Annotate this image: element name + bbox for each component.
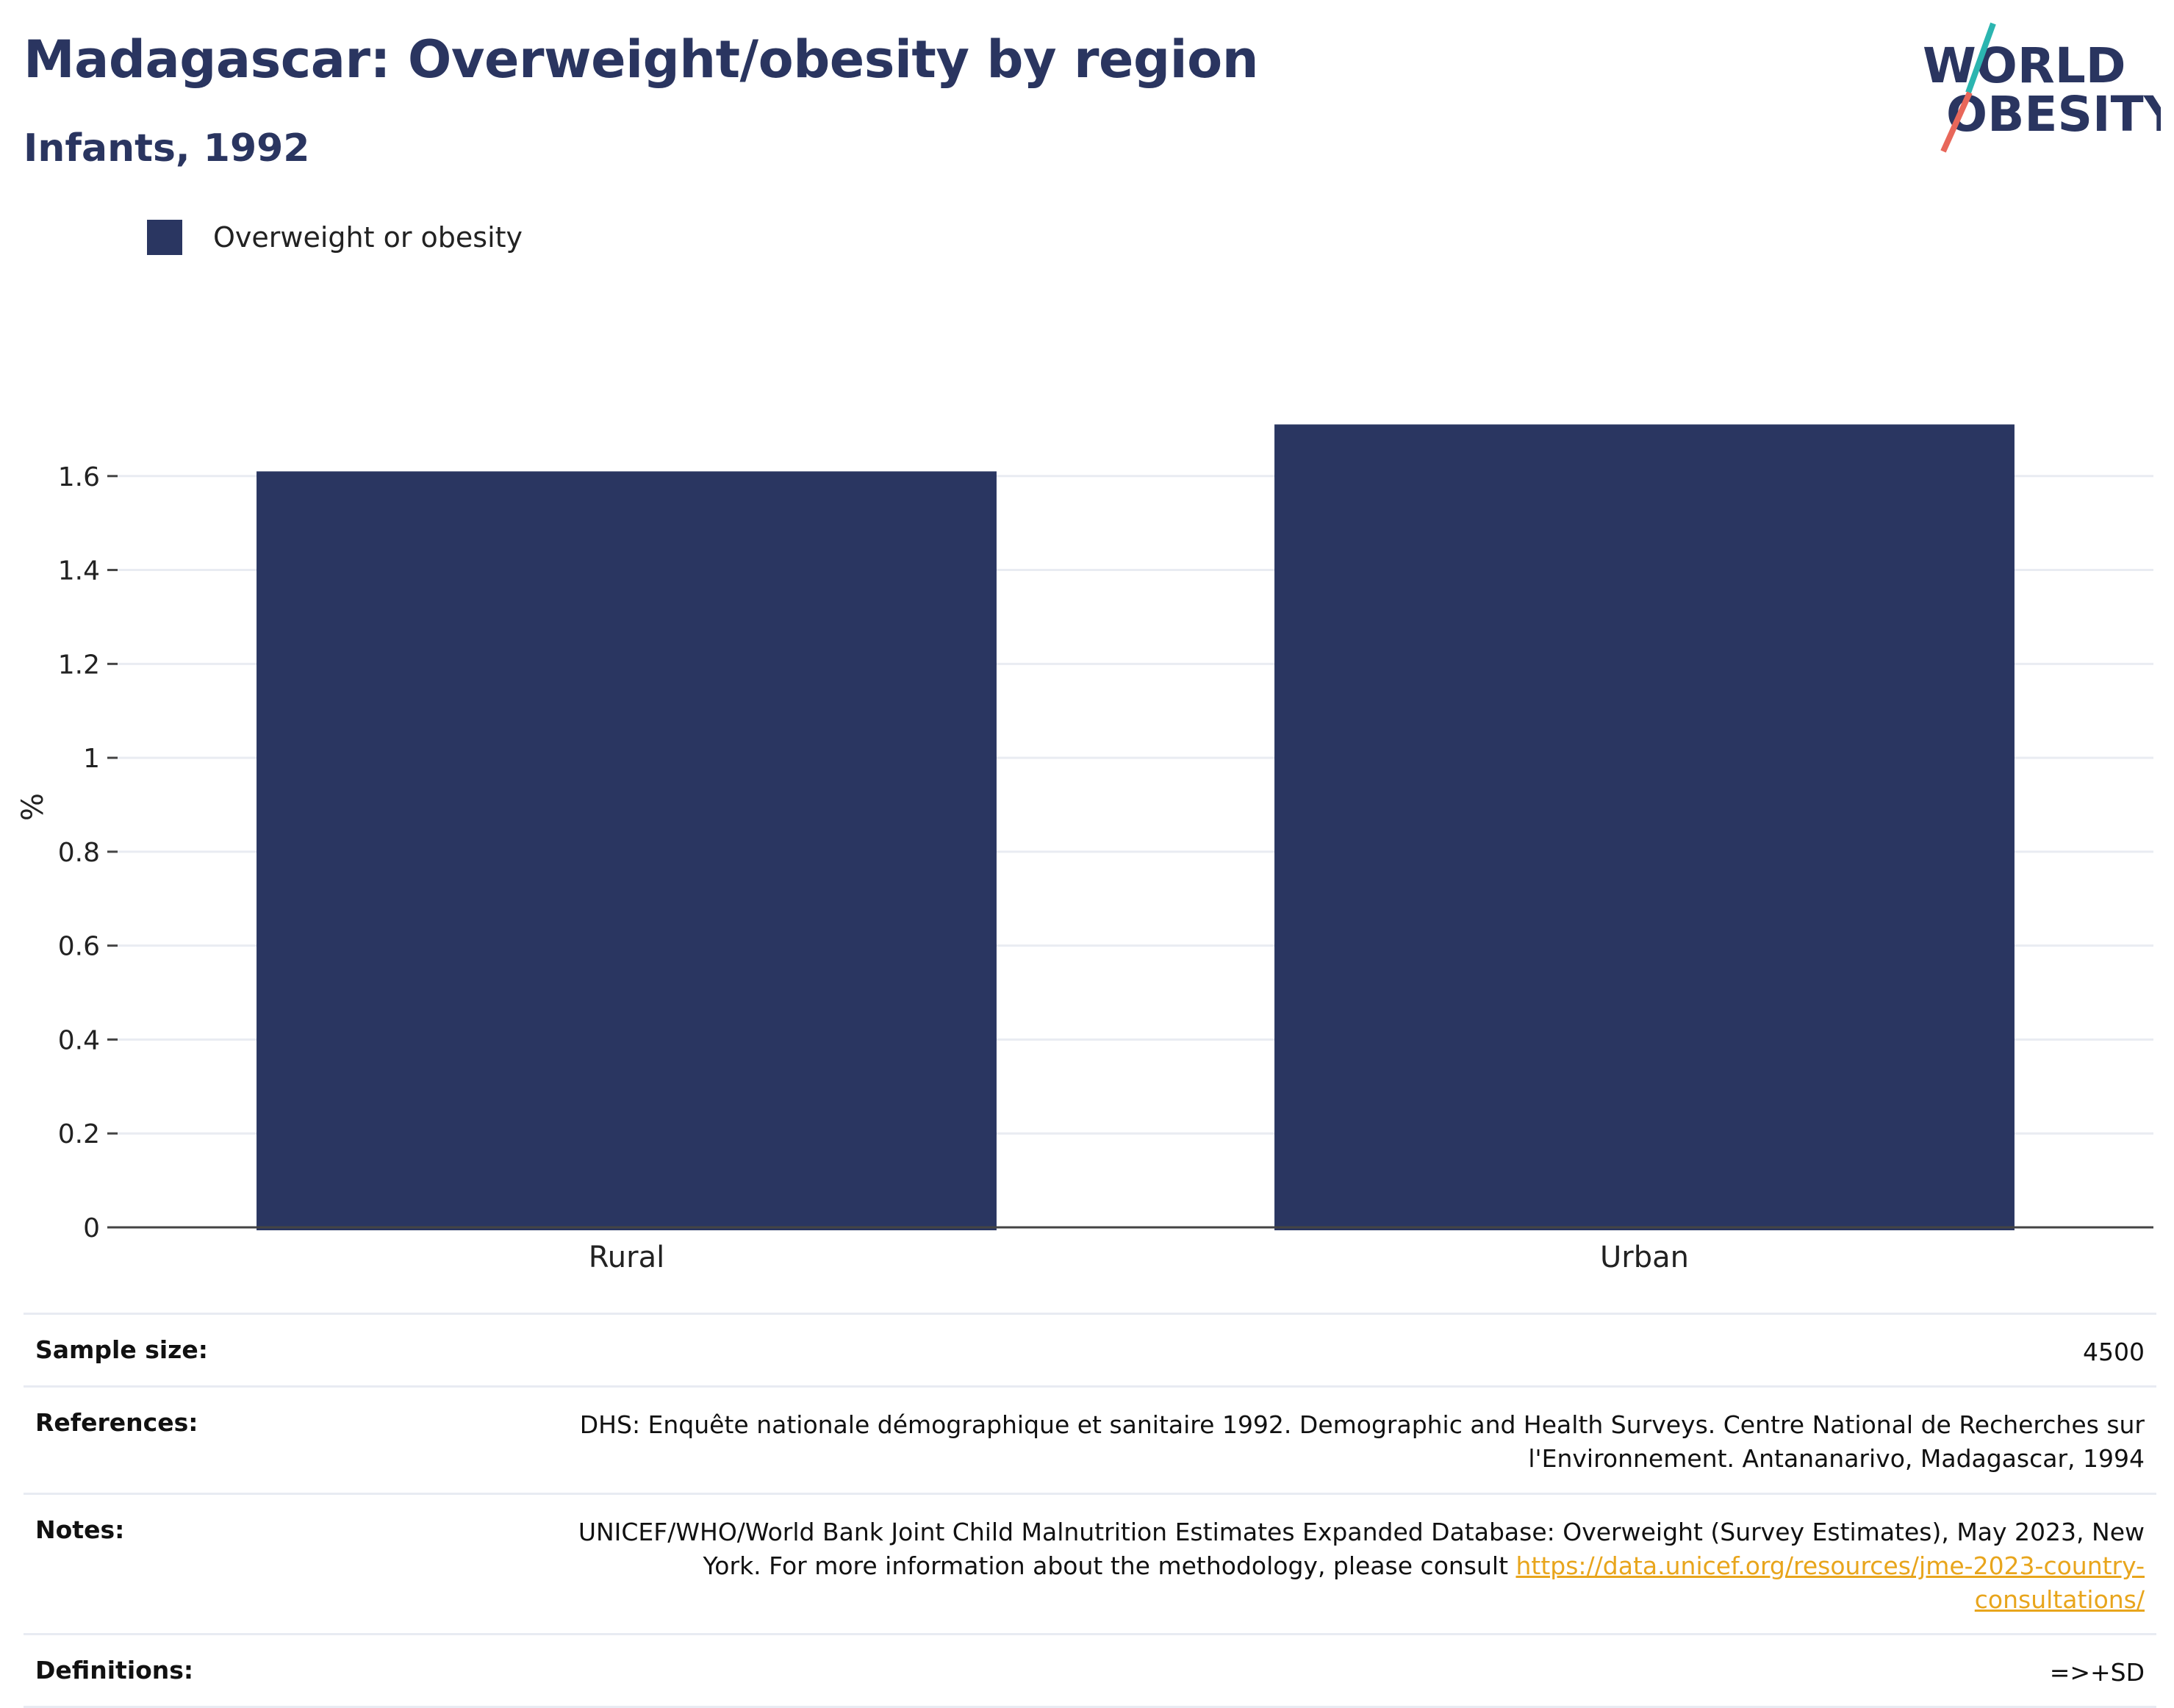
references-line1: DHS: Enquête nationale démographique et … bbox=[579, 1410, 2145, 1440]
notes-line2: York. For more information about the met… bbox=[703, 1551, 1516, 1580]
y-tick-label: 1.6 bbox=[58, 462, 100, 492]
legend-label: Overweight or obesity bbox=[213, 221, 523, 254]
bar-chart: 0 0.2 0.4 0.6 0.8 1 1.2 1.4 1.6 Rural Urban % bbox=[16, 424, 2153, 1274]
y-tick-label: 1.2 bbox=[58, 650, 100, 680]
sample-size-label: Sample size: bbox=[35, 1335, 208, 1364]
y-tick-label: 0.8 bbox=[58, 838, 100, 868]
bars bbox=[256, 424, 2015, 1231]
x-tick-label: Rural bbox=[589, 1241, 664, 1274]
y-tick-label: 0.2 bbox=[58, 1119, 100, 1149]
references-value: DHS: Enquête nationale démographique et … bbox=[580, 1408, 2145, 1476]
x-axis-ticks: Rural Urban bbox=[589, 1241, 1689, 1274]
sample-size-value: 4500 bbox=[2083, 1338, 2145, 1366]
chart-subtitle: Infants, 1992 bbox=[24, 126, 310, 171]
bar-rural[interactable] bbox=[256, 471, 997, 1230]
y-tick-label: 0.4 bbox=[58, 1025, 100, 1055]
definitions-label: Definitions: bbox=[35, 1656, 194, 1685]
logo-slash-coral bbox=[1940, 91, 1973, 153]
notes-row: Notes: UNICEF/WHO/World Bank Joint Child… bbox=[24, 1492, 2156, 1634]
y-tick-label: 1 bbox=[83, 744, 100, 774]
y-axis-label: % bbox=[16, 793, 50, 821]
references-line2: l'Environnement. Antananarivo, Madagasca… bbox=[1528, 1444, 2145, 1474]
notes-label: Notes: bbox=[35, 1515, 125, 1544]
y-tick-label: 1.4 bbox=[58, 556, 100, 586]
notes-value: UNICEF/WHO/World Bank Joint Child Malnut… bbox=[564, 1515, 2145, 1618]
logo-text-line1: WORLD bbox=[1923, 37, 2126, 94]
y-tick-label: 0.6 bbox=[58, 932, 100, 962]
references-label: References: bbox=[35, 1408, 198, 1438]
definitions-row: Definitions: =>+SD bbox=[24, 1633, 2156, 1708]
sample-size-row: Sample size: 4500 bbox=[24, 1313, 2156, 1385]
definitions-value: =>+SD bbox=[2049, 1658, 2145, 1687]
references-row: References: DHS: Enquête nationale démog… bbox=[24, 1385, 2156, 1492]
y-axis-ticks: 0 0.2 0.4 0.6 0.8 1 1.2 1.4 1.6 bbox=[58, 462, 118, 1244]
world-obesity-logo: WORLD OBESITY bbox=[1923, 22, 2161, 153]
notes-line1: UNICEF/WHO/World Bank Joint Child Malnut… bbox=[578, 1517, 2145, 1546]
chart-legend[interactable]: Overweight or obesity bbox=[147, 219, 523, 256]
notes-link[interactable]: https://data.unicef.org/resources/jme-20… bbox=[1515, 1551, 2145, 1614]
y-tick-label: 0 bbox=[83, 1213, 100, 1244]
bar-urban[interactable] bbox=[1274, 424, 2015, 1231]
legend-swatch bbox=[147, 220, 182, 255]
metadata-table: Sample size: 4500 References: DHS: Enquê… bbox=[24, 1313, 2156, 1708]
logo-text-line2: OBESITY bbox=[1946, 86, 2161, 143]
logo-slash-teal bbox=[1965, 22, 1996, 94]
x-tick-label: Urban bbox=[1600, 1241, 1689, 1274]
chart-title: Madagascar: Overweight/obesity by region bbox=[24, 29, 1259, 90]
